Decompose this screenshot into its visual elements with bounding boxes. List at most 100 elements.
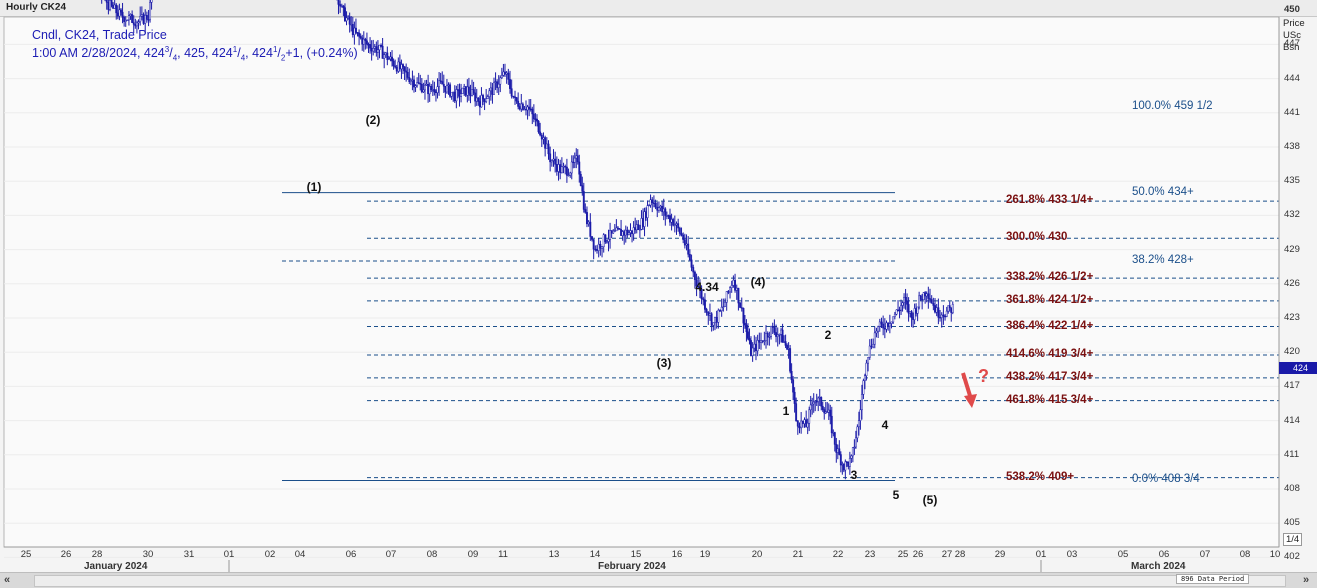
scroll-left-button[interactable]: « (4, 574, 11, 586)
candle-body (850, 455, 853, 459)
candle-body (469, 92, 472, 96)
candle-body (838, 448, 841, 455)
candle-body (824, 411, 827, 414)
candle-body (793, 391, 796, 404)
day-tick: 27 (941, 549, 953, 560)
candle-body (592, 239, 595, 250)
day-tick: 22 (832, 549, 844, 560)
price-tick: 411 (1284, 448, 1300, 460)
candle-body (601, 246, 603, 249)
wave-label: (3) (656, 356, 672, 370)
candle-body (847, 461, 850, 467)
candle-body (107, 2, 110, 10)
candle-body (888, 323, 891, 327)
price-tick: 405 (1284, 517, 1300, 529)
candle-body (677, 223, 680, 229)
candle-body (844, 461, 847, 471)
candle-body (919, 295, 922, 300)
candles (101, 0, 954, 480)
candle-body (411, 79, 414, 81)
candle-body (576, 155, 579, 163)
candle-body (758, 340, 761, 343)
month-label: January 2024 (84, 561, 148, 572)
candle-body (364, 38, 367, 42)
axis-header-measure: Bsh (1283, 42, 1300, 53)
wave-label: 1 (782, 404, 790, 418)
candle-body (737, 287, 740, 304)
candle-body (414, 85, 417, 88)
candle-body (384, 52, 387, 55)
fraction-toggle-button[interactable]: 1/4 (1283, 533, 1303, 546)
candle-body (518, 106, 521, 110)
day-tick: 16 (671, 549, 683, 560)
candle-body (623, 231, 626, 236)
candle-body (351, 24, 354, 35)
candle-body (664, 208, 667, 216)
time-scrollbar[interactable]: « » (0, 572, 1317, 588)
candle-body (149, 2, 152, 21)
candle-body (397, 61, 400, 72)
candle-body (409, 80, 412, 82)
candle-body (924, 292, 927, 297)
candle-body (581, 185, 584, 192)
candle-body (875, 330, 878, 334)
candle-body (659, 205, 662, 209)
candle-body (720, 307, 723, 311)
candle-body (814, 401, 817, 403)
price-tick: 423 (1284, 312, 1300, 323)
candle-body (567, 174, 570, 177)
candle-body (480, 95, 483, 108)
candle-body (705, 309, 708, 313)
candle-body (735, 287, 738, 291)
candle-body (882, 323, 885, 329)
candle-body (904, 297, 907, 302)
candle-body (640, 218, 643, 230)
candle-body (373, 46, 376, 49)
candle-body (512, 95, 515, 98)
candle-body (464, 86, 467, 96)
candle-body (542, 137, 545, 140)
candle-body (531, 108, 534, 115)
candle-body (851, 447, 854, 457)
candle-body (483, 98, 486, 102)
candle-body (690, 259, 693, 268)
candle-body (493, 82, 495, 95)
day-tick: 29 (994, 549, 1006, 560)
candle-body (638, 229, 641, 231)
day-tick: 13 (548, 549, 560, 560)
candle-body (381, 45, 384, 59)
candle-body (913, 308, 916, 320)
scroll-right-button[interactable]: » (1303, 574, 1310, 586)
candle-body (727, 291, 730, 293)
candle-body (789, 348, 792, 372)
candle-body (935, 307, 938, 313)
candle-body (918, 295, 921, 308)
day-tick: 25 (20, 549, 32, 560)
price-tick: 426 (1284, 277, 1300, 289)
fib-extension-label: 414.6% 419 3/4+ (1006, 348, 1094, 361)
candle-body (550, 160, 553, 163)
day-tick: 25 (897, 549, 909, 560)
candle-body (587, 221, 590, 225)
candle-body (719, 310, 721, 312)
candle-body (514, 96, 516, 98)
candle-body (609, 230, 612, 240)
candle-body (853, 446, 856, 449)
fib-extension-label: 261.8% 433 1/4+ (1006, 194, 1094, 207)
candle-body (610, 230, 613, 234)
candle-body (597, 243, 600, 251)
candle-body (392, 60, 395, 67)
candle-body (885, 322, 888, 330)
candle-body (419, 83, 422, 85)
scroll-thumb[interactable] (34, 575, 1286, 587)
candle-body (675, 223, 678, 226)
candle-body (430, 86, 433, 91)
candle-body (591, 236, 593, 240)
candle-body (345, 17, 348, 22)
candle-body (829, 409, 832, 417)
candle-body (439, 80, 442, 82)
axis-header-unit: USc (1283, 30, 1301, 41)
candle-body (734, 280, 737, 291)
candle-body (786, 345, 789, 350)
